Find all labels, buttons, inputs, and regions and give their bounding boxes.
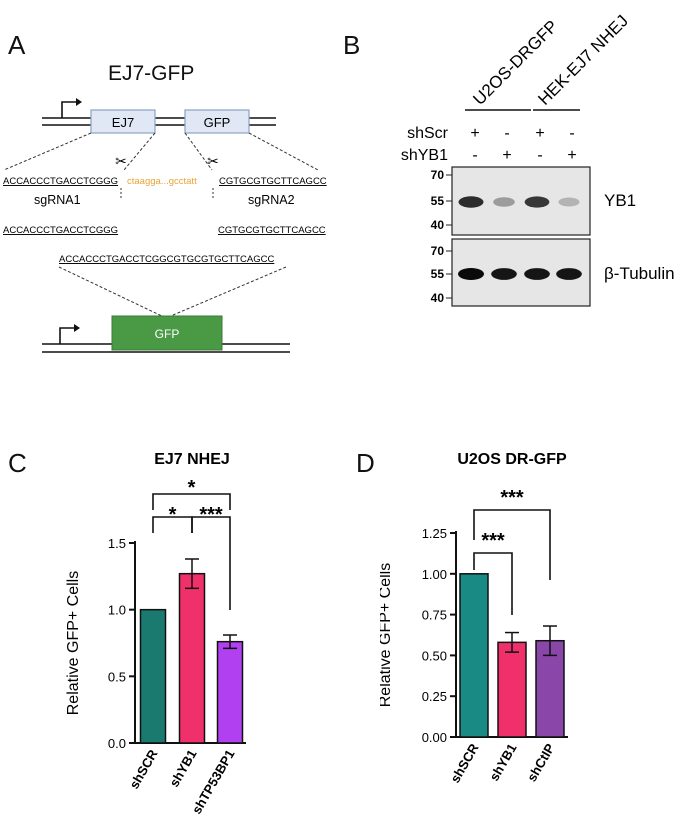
protein-label-tubulin: β-Tubulin — [604, 264, 675, 283]
gfp-result-box — [111, 315, 223, 351]
y-tick-label: 0.75 — [422, 608, 447, 623]
significance-bracket — [152, 493, 231, 510]
y-tick-label: 1.25 — [422, 526, 447, 541]
tubulin-band — [524, 268, 550, 280]
svg-text:+: + — [567, 147, 576, 164]
panel-a-letter: A — [8, 30, 26, 60]
significance-label: *** — [500, 487, 524, 509]
gfp-result-label: GFP — [155, 327, 180, 341]
y-tick-label: 1.0 — [108, 603, 126, 618]
middle-sequence: ctaagga...gcctatt — [127, 176, 197, 187]
svg-text:55: 55 — [431, 267, 445, 281]
yb1-band — [458, 196, 484, 208]
tubulin-band — [458, 268, 484, 280]
significance-label: * — [169, 504, 177, 526]
bar-shctip — [535, 639, 565, 738]
left-sequence: ACCACCCTGACCTCGGG — [3, 176, 118, 187]
svg-text:+: + — [470, 125, 479, 142]
promoter-arrow-icon — [59, 327, 78, 344]
svg-text:-: - — [537, 147, 542, 164]
y-tick-label: 0.00 — [422, 730, 447, 745]
yb1-band — [524, 196, 550, 208]
chart-title: U2OS DR-GFP — [457, 451, 567, 468]
scissors-icon: ✂ — [115, 153, 127, 169]
yb1-band — [558, 197, 580, 207]
significance-label: *** — [199, 504, 223, 526]
significance-bracket — [191, 516, 231, 610]
promoter-arrow-icon — [61, 101, 80, 118]
svg-text:+: + — [535, 125, 544, 142]
right-sequence: CGTGCGTGCTTCAGCC — [219, 176, 327, 187]
bar-shtp53bp1 — [216, 640, 244, 744]
panel-d-letter: D — [356, 448, 375, 478]
tubulin-band — [491, 268, 517, 280]
panel-a-title: EJ7-GFP — [108, 62, 195, 85]
svg-text:40: 40 — [431, 291, 445, 305]
svg-text:70: 70 — [431, 168, 445, 182]
x-tick-label: shYB1 — [486, 741, 519, 784]
x-tick-label: shSCR — [126, 746, 161, 791]
protein-label-yb1: YB1 — [604, 191, 636, 210]
gfp-box — [184, 109, 250, 134]
sgrna2-label: sgRNA2 — [248, 193, 295, 207]
gfp-box-label: GFP — [204, 115, 231, 130]
y-tick-label: 1.00 — [422, 567, 447, 582]
y-tick-label: 0.50 — [422, 648, 447, 663]
significance-bracket — [473, 552, 513, 615]
scissors-icon: ✂ — [207, 153, 219, 169]
sgrna1-label: sgRNA1 — [34, 193, 81, 207]
svg-text:-: - — [504, 125, 509, 142]
row-label-shscr: shScr — [407, 125, 449, 142]
bar-shscr — [459, 573, 489, 738]
bar-shyb1 — [178, 572, 206, 744]
bar-shyb1 — [497, 641, 527, 738]
x-tick-label: shYB1 — [166, 747, 199, 790]
svg-text:55: 55 — [431, 194, 445, 208]
right-sequence-2: CGTGCGTGCTTCAGCC — [218, 225, 326, 236]
x-tick-label: shSCR — [447, 740, 482, 785]
row-label-shyb1: shYB1 — [401, 147, 448, 164]
panel-c-letter: C — [8, 448, 27, 478]
svg-text:+: + — [502, 147, 511, 164]
y-tick-label: 1.5 — [108, 536, 126, 551]
significance-label: * — [188, 477, 196, 499]
svg-text:40: 40 — [431, 218, 445, 232]
significance-label: *** — [481, 530, 505, 552]
chart-title: EJ7 NHEJ — [154, 451, 230, 468]
panel-b-letter: B — [343, 30, 361, 60]
ej7-box — [90, 109, 156, 134]
y-axis-label: Relative GFP+ Cells — [380, 563, 394, 708]
y-axis-label: Relative GFP+ Cells — [65, 571, 82, 716]
x-tick-label: shCtIP — [524, 741, 558, 784]
bar-shscr — [139, 608, 167, 744]
svg-text:-: - — [472, 147, 477, 164]
panel-a-diagram: EJ7 GFP ✂ ✂ ACCACCCTGACCTCGGG ctaagga...… — [3, 98, 327, 353]
significance-bracket — [473, 509, 551, 580]
construct-result: GFP — [42, 315, 290, 353]
svg-text:70: 70 — [431, 244, 445, 258]
ej7-box-label: EJ7 — [112, 115, 134, 130]
construct-top: EJ7 GFP — [42, 98, 276, 134]
y-tick-label: 0.0 — [108, 736, 126, 751]
svg-text:-: - — [569, 125, 574, 142]
panel-b-western-blot: U2OS-DRGFP HEK-EJ7 NHEJ shScr shYB1 + - … — [401, 11, 675, 307]
left-sequence-2: ACCACCCTGACCTCGGG — [3, 225, 118, 236]
chart-u2os-dr-gfp: U2OS DR-GFP Relative GFP+ Cells 0.00 0.25 0.… — [380, 451, 568, 785]
y-tick-label: 0.25 — [422, 689, 447, 704]
tubulin-band — [556, 268, 582, 280]
y-tick-label: 0.5 — [108, 669, 126, 684]
chart-ej7-nhej: EJ7 NHEJ Relative GFP+ Cells 0.0 0.5 1.0 1.5 s… — [65, 451, 246, 816]
joined-sequence: ACCACCCTGACCTCGGCGTGCGTGCTTCAGCC — [59, 254, 274, 265]
yb1-band — [493, 197, 515, 207]
